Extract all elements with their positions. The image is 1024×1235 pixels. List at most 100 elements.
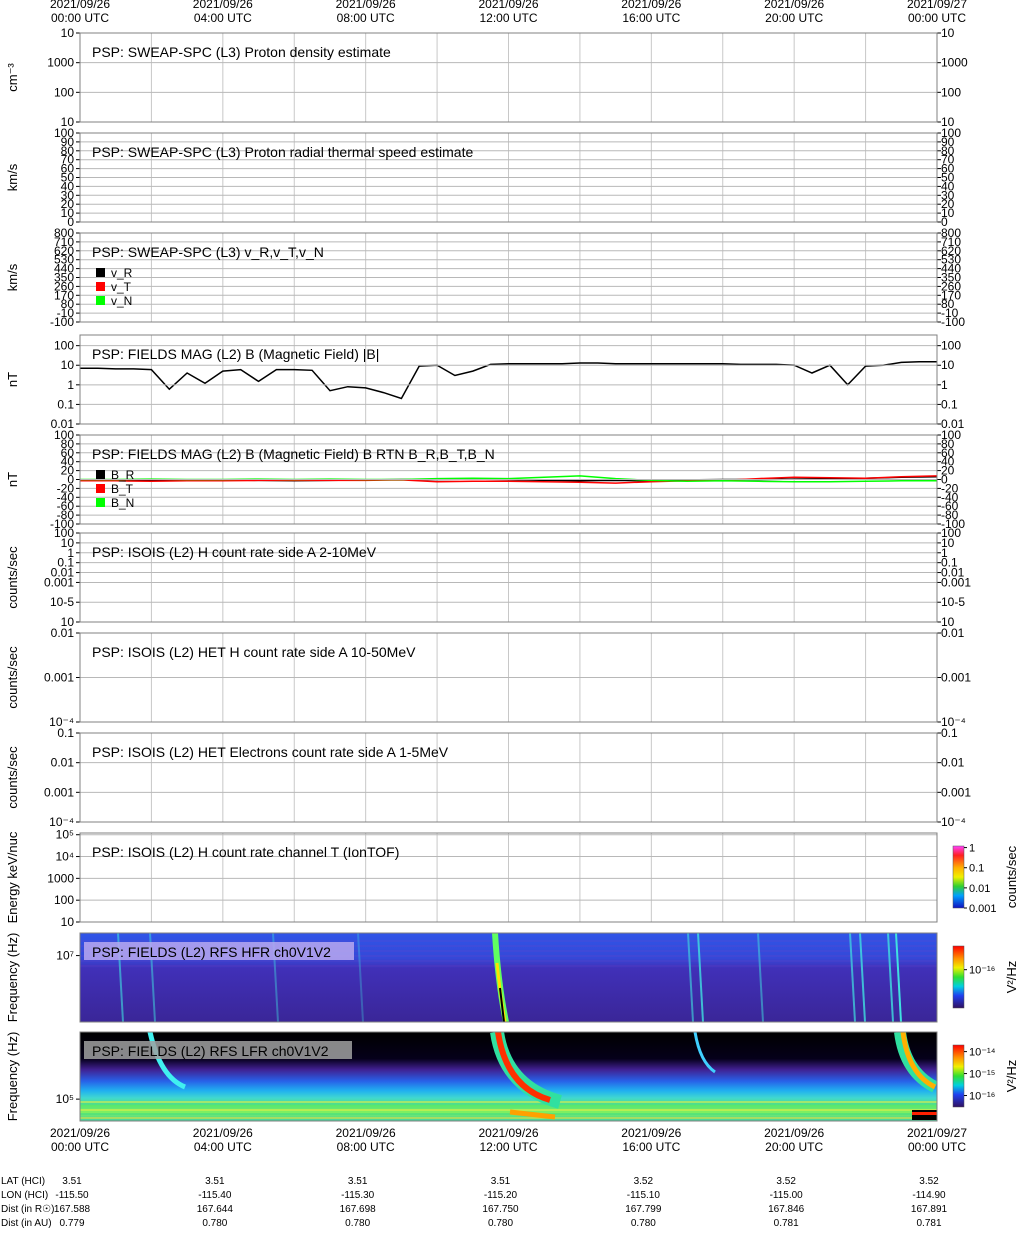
- panel: 10 10 1000 1000 100 100 10 10 PSP: SWEAP-SPC (L3…: [5, 26, 968, 129]
- y-tick-label: 80: [61, 144, 75, 158]
- spectrogram-burst: [357, 933, 364, 1022]
- panel-title: PSP: SWEAP-SPC (L3) Proton radial therma…: [92, 144, 473, 160]
- colorbar-tick-label: 1: [969, 843, 975, 855]
- y-tick-label: -80: [57, 508, 75, 522]
- panel-title: PSP: FIELDS (L2) RFS LFR ch0V1V2: [92, 1043, 329, 1059]
- y-tick-label: -80: [941, 508, 959, 522]
- colorbar-tick-label: 0.01: [969, 883, 990, 895]
- y-tick-label: -60: [57, 499, 75, 513]
- y-tick-label: 40: [941, 455, 955, 469]
- time-tick-date: 2021/09/26: [336, 1126, 396, 1140]
- spectrogram-burst: [693, 1032, 716, 1074]
- legend-label: B_T: [111, 482, 134, 496]
- y-tick-label: 100: [54, 893, 74, 907]
- colorbar-tick-label: 10⁻¹⁵: [969, 1069, 995, 1081]
- y-tick-label: 80: [941, 437, 955, 451]
- y-tick-label: 260: [54, 279, 74, 293]
- y-tick-label: 100: [54, 126, 74, 140]
- y-tick-label: 20: [61, 464, 75, 478]
- y-tick-label: 20: [61, 197, 75, 211]
- y-tick-label: 100: [941, 85, 961, 99]
- panel-title: PSP: ISOIS (L2) H count rate side A 2-10…: [92, 544, 377, 560]
- ephemeris-value: 0.780: [631, 1218, 656, 1229]
- y-tick-label: 20: [941, 197, 955, 211]
- y-tick-label: 40: [61, 179, 75, 193]
- y-tick-label: 10: [61, 915, 75, 929]
- panel-title: PSP: ISOIS (L2) HET H count rate side A …: [92, 644, 416, 660]
- y-tick-label: -20: [941, 481, 959, 495]
- y-axis-label: Frequency (Hz): [5, 1032, 20, 1122]
- y-tick-label: 170: [54, 288, 74, 302]
- y-tick-label: 0.01: [51, 417, 75, 431]
- y-tick-label: 1: [941, 378, 948, 392]
- title-backdrop: [84, 942, 354, 960]
- y-tick-label: 0.001: [941, 671, 971, 685]
- y-tick-label: 710: [54, 235, 74, 249]
- panel-frame: [79, 732, 938, 823]
- spectrogram-burst: [697, 933, 704, 1022]
- time-tick-date: 2021/09/26: [50, 0, 110, 11]
- legend-swatch: [96, 498, 105, 507]
- y-tick-label: 0.1: [941, 556, 958, 570]
- ephemeris-value: 3.51: [205, 1176, 225, 1187]
- y-tick-label: 0.1: [941, 726, 958, 740]
- y-axis-label: counts/sec: [5, 646, 20, 709]
- y-tick-label: -10: [941, 306, 959, 320]
- time-tick-time: 00:00 UTC: [908, 11, 966, 25]
- ephemeris-value: 3.51: [491, 1176, 511, 1187]
- y-tick-label: 60: [61, 162, 75, 176]
- colorbar-label: V²/Hz: [1004, 961, 1019, 994]
- y-tick-label: -100: [941, 517, 965, 531]
- y-tick-label: 800: [941, 226, 961, 240]
- panel-frame: [79, 932, 938, 1023]
- legend-swatch: [96, 282, 105, 291]
- y-tick-label: 0.01: [51, 566, 75, 580]
- y-tick-label: 0.01: [941, 566, 965, 580]
- y-tick-label: 10: [61, 206, 75, 220]
- y-tick-label: 0.001: [941, 785, 971, 799]
- y-axis-label: nT: [5, 372, 20, 387]
- time-tick-time: 16:00 UTC: [622, 1140, 680, 1154]
- y-tick-label: 40: [941, 179, 955, 193]
- y-tick-label: 0: [67, 215, 74, 229]
- y-tick-label: 0: [941, 473, 948, 487]
- y-tick-label: 10: [941, 26, 955, 40]
- y-tick-label: 0.001: [44, 671, 74, 685]
- y-tick-label: 80: [61, 437, 75, 451]
- y-tick-label: 350: [54, 271, 74, 285]
- colorbar: [952, 945, 965, 1009]
- ephemeris-value: 3.52: [634, 1176, 654, 1187]
- panel-title: PSP: FIELDS MAG (L2) B (Magnetic Field) …: [92, 446, 495, 462]
- y-tick-label: 0.001: [44, 785, 74, 799]
- time-tick-date: 2021/09/26: [764, 0, 824, 11]
- panel-frame: [79, 132, 938, 223]
- y-tick-label: 80: [941, 297, 955, 311]
- y-tick-label: 0.001: [941, 575, 971, 589]
- spectrogram-burst: [757, 933, 764, 1022]
- time-tick-time: 16:00 UTC: [622, 11, 680, 25]
- panel-frame: [79, 32, 938, 123]
- panel-title: PSP: SWEAP-SPC (L3) v_R,v_T,v_N: [92, 244, 324, 260]
- y-tick-label: 100: [941, 126, 961, 140]
- y-tick-label: 10: [61, 536, 75, 550]
- ephemeris-row-label: LAT (HCI): [1, 1176, 45, 1187]
- y-tick-label: 50: [941, 171, 955, 185]
- panel-title: PSP: FIELDS MAG (L2) B (Magnetic Field) …: [92, 346, 379, 362]
- data-line: [80, 475, 937, 484]
- panel: 10⁵ 10⁴ 1000 100 10 PSP: ISOIS (L2) H count r…: [5, 828, 1019, 929]
- spectrogram-burst: [147, 1032, 187, 1090]
- panel-frame: [79, 434, 938, 525]
- panel: 10⁵ PSP: FIELDS (L2) RFS LFR ch0V1V2 Frequ…: [5, 1031, 1019, 1122]
- y-tick-label: 1: [67, 546, 74, 560]
- y-tick-label: 10: [941, 115, 955, 129]
- y-tick-label: 60: [941, 446, 955, 460]
- y-tick-label: 90: [941, 135, 955, 149]
- time-tick-date: 2021/09/26: [336, 0, 396, 11]
- legend-label: v_R: [111, 266, 133, 280]
- y-axis-label: Frequency (Hz): [5, 933, 20, 1023]
- y-tick-label: 100: [54, 526, 74, 540]
- y-tick-label: 10⁻⁴: [49, 815, 74, 829]
- y-tick-label: 10⁵: [56, 828, 74, 842]
